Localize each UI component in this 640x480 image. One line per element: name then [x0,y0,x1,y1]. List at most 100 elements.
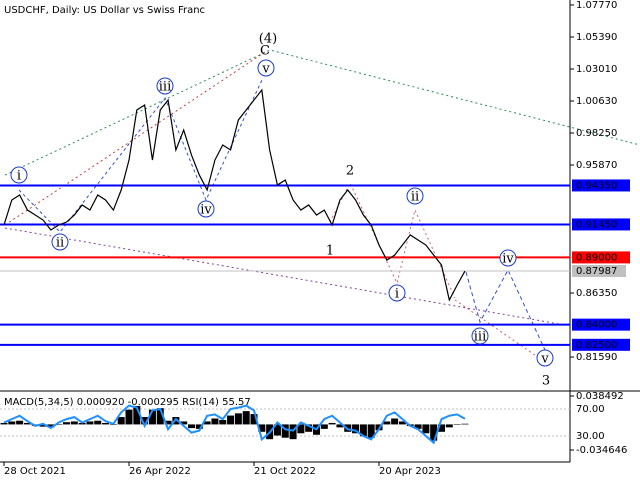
rsi-line [3,404,466,445]
wave-circle [388,284,406,302]
wave-label: iv [502,252,514,267]
wave-circle [257,59,275,77]
x-tick-label: 26 Apr 2022 [129,466,191,477]
macd-bar [391,418,399,425]
macd-bar [16,420,24,425]
wave-label: ii [411,190,419,205]
level-box [572,218,630,231]
current-price-label: 0.87987 [576,266,617,277]
macd-bar [453,424,461,425]
macd-bar [320,424,328,429]
wave-circle [536,349,554,367]
macd-bar [133,405,141,425]
macd-bar [445,424,453,428]
wave-label: 1 [326,244,334,259]
wave-label: i [17,169,21,184]
macd-bar [359,424,367,437]
macd-bar [273,424,281,436]
macd-bar [219,419,227,425]
wave-circle [156,77,174,95]
macd-bar [289,424,297,440]
macd-bar [336,424,344,428]
macd-bar [297,424,305,434]
macd-bar [328,422,336,425]
macd-bar [70,421,78,425]
macd-bar [367,424,375,438]
macd-bar [23,422,31,425]
wave-label: (4) [259,32,277,47]
x-tick-label: 20 Apr 2023 [379,466,441,477]
macd-bar [117,417,125,425]
wave-label: C [260,44,270,59]
macd-bar [141,417,149,425]
y-tick-label: 0.81590 [576,352,617,363]
y-tick-label: 0.86350 [576,288,617,299]
macd-bar [0,422,8,425]
macd-bar [86,421,94,425]
x-tick-label: 28 Oct 2021 [4,466,66,477]
macd-bar [39,424,47,427]
wave-label: i [395,287,399,302]
macd-bar [383,421,391,425]
macd-bar [461,423,469,425]
macd-bar [414,424,422,429]
y-tick-label: 0.95870 [576,160,617,171]
macd-bar [63,422,70,425]
macd-bar [102,422,110,425]
x-tick-label: 21 Oct 2022 [254,466,316,477]
macd-bar [430,424,438,441]
wave-label: iv [200,203,212,218]
macd-bar [94,420,102,425]
wave-label: v [261,62,270,77]
y-tick-label: 0.038492 [576,391,624,402]
macd-bar [258,424,266,432]
level-box [572,318,630,331]
y-tick-label: 70.00 [576,404,605,415]
macd-bar [180,421,188,425]
y-tick-label: -0.034646 [576,445,627,456]
wave-label: iii [474,330,486,345]
macd-bar [55,424,63,425]
macd-bar [188,424,195,429]
macd-bar [164,420,172,425]
wave-label: iii [159,80,171,95]
level-label: 0.82500 [576,340,617,351]
level-box [572,338,630,351]
level-box [572,251,630,264]
level-label: 0.91450 [576,219,617,230]
y-tick-label: 30.00 [576,431,605,442]
macd-bar [227,415,235,425]
level-label: 0.89000 [576,252,617,263]
level-box [572,179,630,192]
macd-bar [250,414,258,425]
wave-circle [10,166,28,184]
macd-bar [203,421,211,425]
macd-bar [78,422,86,425]
macd-bar [234,413,242,425]
level-label: 0.84000 [576,320,617,331]
wave-circle [197,200,215,218]
wave-label: 3 [542,374,550,389]
level-label: 0.94350 [576,180,617,191]
wave-label: ii [56,236,64,251]
wave-circle [406,187,424,205]
wave-label: 2 [346,164,354,179]
wave-line [18,79,263,233]
chart-title: USDCHF, Daily: US Dollar vs Swiss Franc [4,5,205,16]
macd-bar [398,421,406,425]
y-tick-label: 1.05390 [576,32,617,43]
wave-circle [499,249,517,267]
macd-bar [8,421,16,425]
macd-bar [156,408,164,425]
trend-line [4,51,266,226]
indicator-label: MACD(5,34,5) 0.000920 -0.000295 RSI(14) … [4,397,251,408]
wave-line [329,181,456,299]
current-price-box [572,265,626,278]
macd-bar [211,418,219,425]
forecast-line [454,299,546,363]
y-tick-label: 1.07770 [576,0,617,11]
y-tick-label: 1.03010 [576,64,617,75]
macd-bar [422,424,430,434]
